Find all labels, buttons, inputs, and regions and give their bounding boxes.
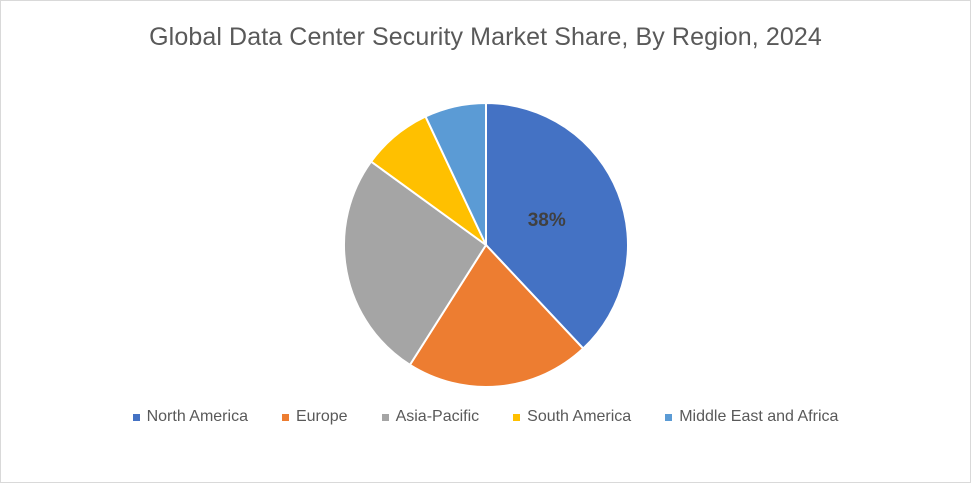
legend-swatch (513, 413, 521, 421)
legend-item-south-america: South America (513, 408, 631, 426)
pie-slice-north-america (485, 101, 630, 350)
pie-slice-europe (408, 243, 585, 388)
legend-label: North America (146, 408, 248, 425)
legend: North America Europe Asia-Pacific South Ame… (1, 408, 970, 426)
legend-item-middle-east-and-africa: Middle East and Africa (665, 408, 838, 426)
legend-swatch (665, 413, 673, 421)
pie-slice-middle-east-and-africa (424, 101, 487, 246)
legend-swatch (132, 413, 140, 421)
chart-title: Global Data Center Security Market Share… (149, 23, 822, 51)
pie-slice-asia-pacific (343, 160, 488, 367)
legend-label: Europe (295, 408, 348, 425)
legend-item-asia-pacific: Asia-Pacific (381, 408, 480, 426)
legend-label: Middle East and Africa (679, 408, 839, 425)
legend-item-europe: Europe (281, 408, 348, 426)
legend-swatch (281, 413, 289, 421)
legend-label: South America (527, 408, 632, 425)
legend-swatch (381, 413, 389, 421)
legend-label: Asia-Pacific (395, 408, 480, 425)
data-label-north-america: 38% (528, 210, 566, 231)
legend-item-north-america: North America (132, 408, 248, 426)
